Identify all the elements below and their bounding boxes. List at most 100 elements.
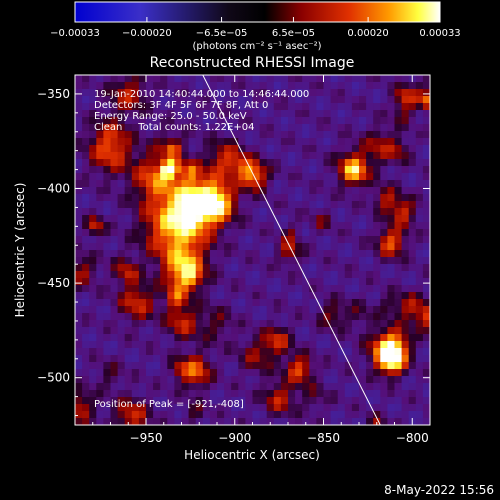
heatmap-cell (387, 390, 396, 398)
heatmap-cell (309, 187, 317, 195)
heatmap-cell (224, 278, 232, 286)
heatmap-cell (89, 173, 97, 181)
heatmap-cell (401, 145, 410, 153)
heatmap-cell (351, 383, 360, 391)
heatmap-cell (217, 257, 225, 265)
heatmap-cell (380, 362, 388, 370)
heatmap-cell (146, 131, 154, 139)
heatmap-cell (238, 306, 246, 314)
heatmap-cell (146, 194, 154, 202)
heatmap-cell (380, 82, 388, 90)
heatmap-cell (273, 194, 282, 202)
heatmap-cell (131, 89, 140, 97)
heatmap-cell (252, 173, 261, 181)
heatmap-cell (259, 152, 268, 160)
heatmap-cell (288, 376, 296, 384)
heatmap-cell (209, 138, 218, 146)
heatmap-cell (380, 236, 388, 244)
heatmap-cell (174, 299, 183, 307)
heatmap-cell (359, 117, 367, 125)
heatmap-cell (316, 180, 325, 188)
heatmap-cell (387, 124, 396, 132)
heatmap-cell (266, 117, 275, 125)
heatmap-cell (238, 103, 246, 111)
heatmap-cell (323, 264, 332, 272)
heatmap-cell (124, 257, 133, 265)
heatmap-cell (351, 75, 360, 83)
heatmap-cell (131, 117, 140, 125)
heatmap-cell (408, 390, 417, 398)
heatmap-cell (75, 390, 83, 398)
heatmap-cell (323, 278, 332, 286)
heatmap-cell (103, 341, 112, 349)
heatmap-cell (415, 201, 424, 209)
heatmap-cell (309, 390, 317, 398)
heatmap-cell (103, 348, 112, 356)
heatmap-cell (401, 278, 410, 286)
heatmap-cell (344, 229, 353, 237)
heatmap-cell (351, 110, 360, 118)
heatmap-cell (160, 397, 168, 405)
heatmap-cell (75, 117, 83, 125)
heatmap-cell (117, 166, 126, 174)
heatmap-cell (359, 103, 367, 111)
heatmap-cell (330, 96, 339, 104)
heatmap-cell (174, 327, 183, 335)
heatmap-cell (238, 362, 246, 370)
heatmap-cell (174, 194, 183, 202)
heatmap-cell (188, 236, 197, 244)
heatmap-cell (295, 201, 303, 209)
heatmap-cell (103, 82, 112, 90)
heatmap-cell (359, 404, 367, 412)
heatmap-cell (124, 285, 133, 293)
heatmap-cell (160, 180, 168, 188)
heatmap-cell (75, 299, 83, 307)
heatmap-cell (415, 411, 424, 419)
heatmap-cell (259, 215, 268, 223)
heatmap-cell (238, 208, 246, 216)
heatmap-cell (259, 404, 268, 412)
heatmap-cell (146, 236, 154, 244)
heatmap-cell (89, 320, 97, 328)
heatmap-cell (110, 117, 119, 125)
heatmap-cell (195, 334, 204, 342)
heatmap-cell (231, 404, 239, 412)
heatmap-cell (174, 110, 183, 118)
heatmap-cell (259, 145, 268, 153)
heatmap-cell (387, 257, 396, 265)
heatmap-cell (401, 103, 410, 111)
heatmap-cell (146, 299, 154, 307)
heatmap-cell (75, 110, 83, 118)
heatmap-cell (224, 292, 232, 300)
heatmap-cell (323, 418, 332, 425)
heatmap-cell (110, 103, 119, 111)
heatmap-cell (351, 145, 360, 153)
heatmap-cell (337, 180, 346, 188)
heatmap-cell (217, 348, 225, 356)
heatmap-cell (131, 334, 140, 342)
heatmap-cell (280, 362, 289, 370)
heatmap-cell (96, 383, 104, 391)
heatmap-cell (181, 75, 190, 83)
heatmap-cell (394, 257, 403, 265)
heatmap-cell (280, 82, 289, 90)
heatmap-cell (273, 257, 282, 265)
heatmap-cell (131, 131, 140, 139)
heatmap-cell (380, 292, 388, 300)
heatmap-cell (266, 173, 275, 181)
heatmap-cell (330, 131, 339, 139)
heatmap-cell (89, 306, 97, 314)
heatmap-cell (288, 341, 296, 349)
heatmap-cell (217, 187, 225, 195)
heatmap-cell (266, 369, 275, 377)
heatmap-cell (138, 166, 147, 174)
heatmap-cell (415, 236, 424, 244)
heatmap-cell (415, 173, 424, 181)
heatmap-cell (89, 271, 97, 279)
heatmap-cell (373, 390, 381, 398)
heatmap-cell (359, 306, 367, 314)
heatmap-cell (337, 278, 346, 286)
heatmap-cell (138, 110, 147, 118)
heatmap-cell (266, 166, 275, 174)
heatmap-cell (224, 96, 232, 104)
